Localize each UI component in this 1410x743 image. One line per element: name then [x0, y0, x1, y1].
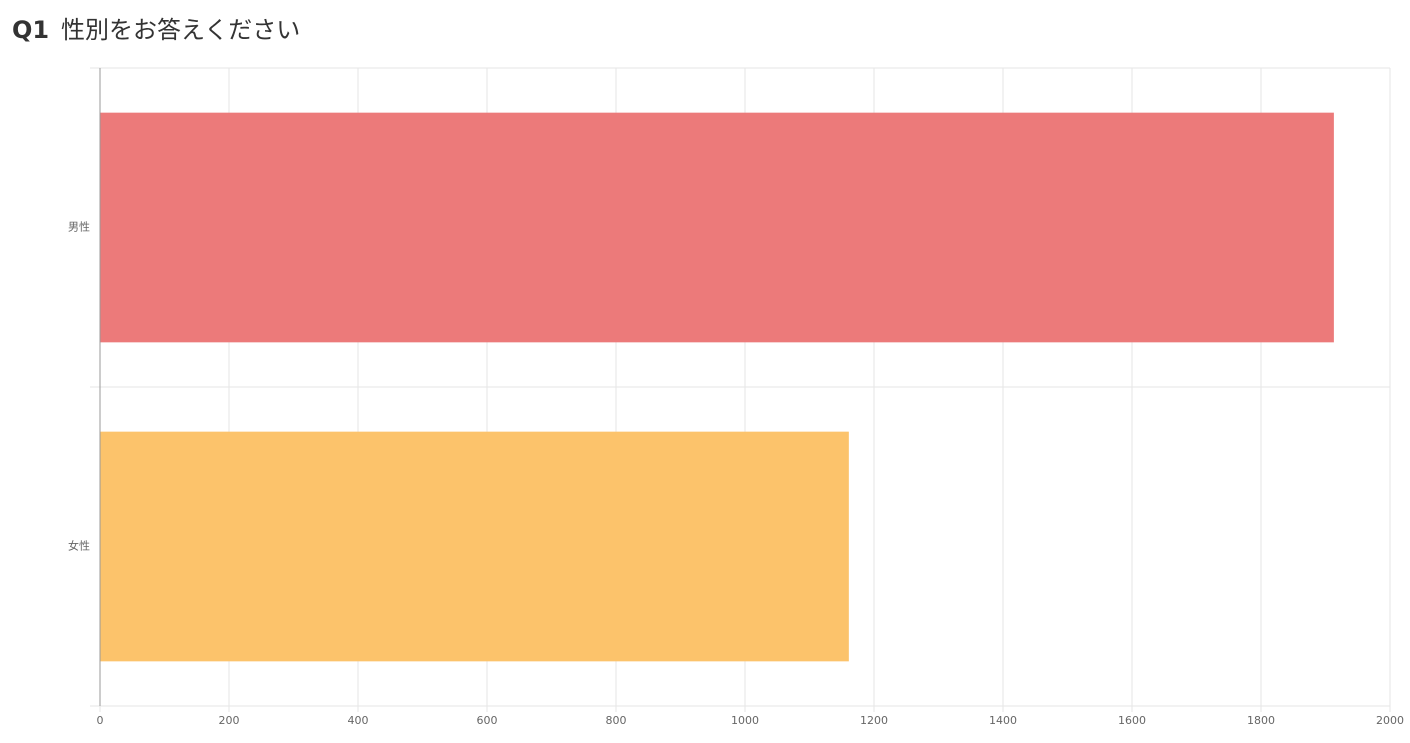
x-tick-label: 400: [348, 714, 369, 727]
x-tick-label: 800: [606, 714, 627, 727]
x-tick-label: 0: [97, 714, 104, 727]
x-tick-label: 1800: [1247, 714, 1275, 727]
bar: [100, 112, 1334, 343]
x-tick-label: 600: [477, 714, 498, 727]
x-tick-label: 1400: [989, 714, 1017, 727]
x-tick-label: 1600: [1118, 714, 1146, 727]
chart-title: 性別をお答えください: [61, 16, 300, 44]
x-tick-label: 2000: [1376, 714, 1404, 727]
x-tick-label: 200: [219, 714, 240, 727]
x-tick-label: 1200: [860, 714, 888, 727]
x-tick-label: 1000: [731, 714, 759, 727]
question-number: Q1: [12, 16, 49, 44]
bar: [100, 431, 849, 662]
y-tick-label: 男性: [68, 220, 90, 234]
y-tick-label: 女性: [68, 539, 90, 553]
